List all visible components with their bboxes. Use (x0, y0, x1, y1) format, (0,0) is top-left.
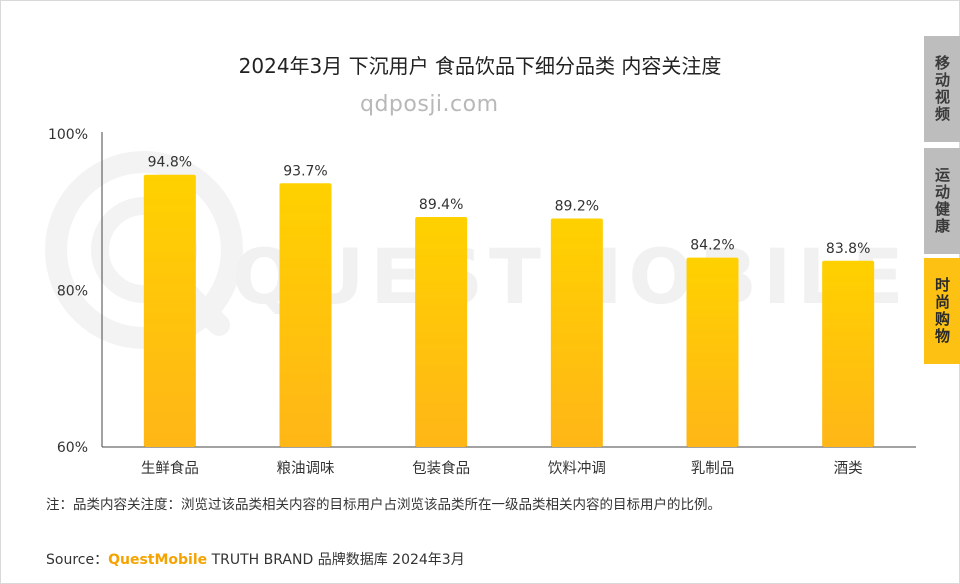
x-tick-label: 包装食品 (412, 460, 470, 477)
bar-chart: 60% 80% 100% 94.8% 生鲜食品 93.7% 粮油调味 89.4% 包装食品 89… (48, 127, 916, 477)
data-label: 83.8% (826, 241, 870, 257)
source-brand: QuestMobile (108, 552, 208, 568)
data-label: 93.7% (283, 163, 327, 179)
site-watermark: qdposji.com (360, 92, 499, 117)
bar (550, 218, 603, 447)
data-label: 89.2% (555, 199, 599, 215)
x-tick-label: 酒类 (834, 460, 863, 477)
x-tick-label: 粮油调味 (277, 460, 335, 477)
data-label: 84.2% (690, 238, 734, 254)
data-label: 89.4% (419, 197, 463, 213)
data-label: 94.8% (148, 155, 192, 171)
side-tab[interactable]: 移动视频 (924, 36, 960, 142)
y-tick-label: 100% (48, 127, 88, 143)
side-tab[interactable]: 运动健康 (924, 148, 960, 254)
x-tick-label: 生鲜食品 (141, 460, 199, 477)
bar (415, 216, 468, 447)
y-tick-label: 80% (57, 284, 88, 300)
source-prefix: Source： (46, 552, 109, 568)
bar (143, 174, 196, 447)
footnote: 注：品类内容关注度：浏览过该品类相关内容的目标用户占浏览该品类所在一级品类相关内… (46, 497, 721, 513)
x-tick-label: 饮料冲调 (548, 460, 606, 477)
side-tab[interactable]: 时尚购物 (924, 258, 960, 364)
source-line: Source：QuestMobile TRUTH BRAND 品牌数据库 202… (46, 549, 465, 569)
x-tick-label: 乳制品 (691, 460, 735, 477)
bar (822, 260, 875, 447)
bar (686, 257, 739, 447)
bar (279, 183, 332, 448)
chart-title: 2024年3月 下沉用户 食品饮品下细分品类 内容关注度 (238, 54, 722, 78)
source-rest: TRUTH BRAND 品牌数据库 2024年3月 (207, 552, 465, 568)
y-tick-label: 60% (57, 440, 88, 456)
